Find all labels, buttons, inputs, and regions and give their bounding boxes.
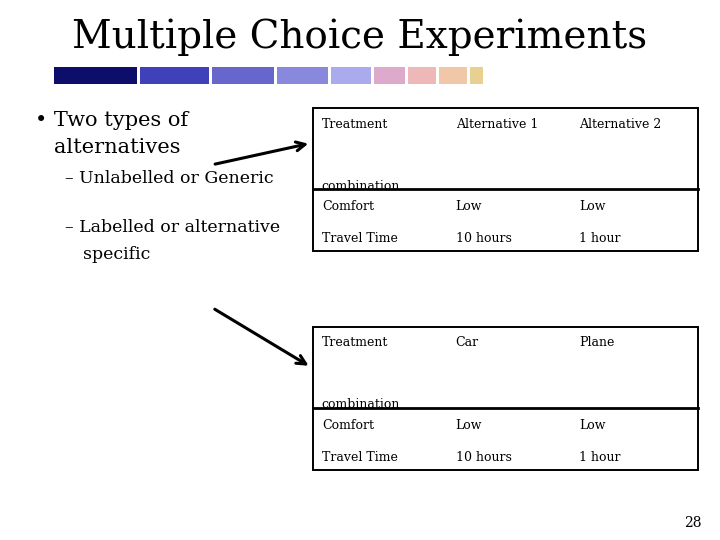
Text: combination: combination: [322, 179, 400, 193]
Bar: [277, 68, 328, 84]
Text: Low: Low: [456, 419, 482, 432]
Text: 10 hours: 10 hours: [456, 233, 512, 246]
Text: Treatment: Treatment: [322, 118, 388, 131]
Text: Car: Car: [456, 336, 479, 349]
Bar: [313, 108, 698, 251]
Text: Alternative 1: Alternative 1: [456, 118, 538, 131]
Text: • Two types of: • Two types of: [35, 111, 188, 130]
Bar: [331, 68, 371, 84]
Text: 28: 28: [685, 516, 702, 530]
Text: – Unlabelled or Generic: – Unlabelled or Generic: [65, 170, 274, 187]
Text: – Labelled or alternative: – Labelled or alternative: [65, 219, 280, 235]
Bar: [212, 68, 274, 84]
Bar: [313, 327, 698, 470]
Bar: [439, 68, 467, 84]
Text: 1 hour: 1 hour: [579, 451, 621, 464]
Text: Low: Low: [579, 200, 606, 213]
Text: specific: specific: [83, 246, 150, 262]
Text: combination: combination: [322, 399, 400, 411]
Bar: [374, 68, 405, 84]
Bar: [54, 68, 137, 84]
Text: Multiple Choice Experiments: Multiple Choice Experiments: [73, 19, 647, 56]
Text: 10 hours: 10 hours: [456, 451, 512, 464]
Bar: [470, 68, 483, 84]
Bar: [408, 68, 436, 84]
Bar: [140, 68, 209, 84]
Text: Plane: Plane: [579, 336, 614, 349]
Text: Treatment: Treatment: [322, 336, 388, 349]
Text: Alternative 2: Alternative 2: [579, 118, 661, 131]
Text: Travel Time: Travel Time: [322, 451, 397, 464]
Text: Comfort: Comfort: [322, 200, 374, 213]
Text: Comfort: Comfort: [322, 419, 374, 432]
Text: Low: Low: [456, 200, 482, 213]
Text: Travel Time: Travel Time: [322, 233, 397, 246]
Text: alternatives: alternatives: [54, 138, 181, 157]
Text: 1 hour: 1 hour: [579, 233, 621, 246]
Text: Low: Low: [579, 419, 606, 432]
